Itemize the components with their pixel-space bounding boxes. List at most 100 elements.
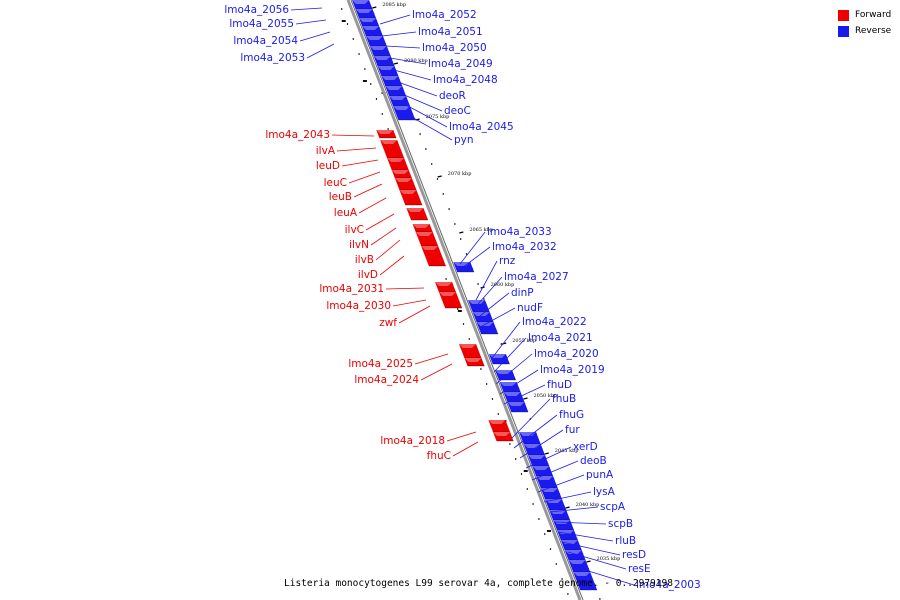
guide-dot <box>477 283 479 285</box>
minor-tick <box>546 530 551 532</box>
reverse-gene <box>553 520 574 531</box>
gene-label: fhuC <box>427 450 451 462</box>
reverse-gene <box>495 370 516 381</box>
label-leader <box>336 147 377 152</box>
tick-label: 2060 kbp <box>491 282 515 288</box>
minor-tick <box>457 310 462 312</box>
reverse-gene <box>499 382 521 393</box>
reverse-gene-body <box>568 560 591 572</box>
gene-label: lmo4a_2019 <box>540 364 605 376</box>
forward-gene-highlight <box>387 158 405 162</box>
tick-label: 2040 kbp <box>576 502 600 508</box>
label-leader <box>531 460 579 481</box>
label-leader <box>295 19 327 25</box>
tick-mark <box>393 62 399 65</box>
reverse-gene-highlight <box>362 26 380 30</box>
tick-label: 2080 kbp <box>404 58 428 64</box>
genome-backbone-shadow <box>350 0 584 600</box>
minor-tick <box>341 20 346 22</box>
guide-dot <box>480 368 482 370</box>
legend-label-forward: Forward <box>855 10 892 20</box>
forward-gene <box>421 246 446 267</box>
tick-label: 2050 kbp <box>534 393 558 399</box>
gene-label: leuA <box>334 207 358 219</box>
label-leader <box>491 321 521 359</box>
reverse-gene <box>392 106 416 121</box>
forward-gene-highlight <box>376 130 394 134</box>
forward-gene-body <box>421 246 446 266</box>
label-leader <box>385 287 425 290</box>
forward-gene <box>488 420 511 433</box>
gene-label: punA <box>586 469 614 481</box>
forward-gene-highlight <box>391 170 409 174</box>
gene-label: ilvN <box>349 239 369 251</box>
reverse-gene-body <box>377 66 399 76</box>
tick-mark <box>523 397 528 400</box>
label-leader <box>348 171 381 184</box>
forward-gene-body <box>459 344 482 358</box>
tick-label: 2070 kbp <box>448 171 472 177</box>
reverse-gene-highlight <box>392 106 410 110</box>
forward-gene <box>406 208 429 221</box>
gene-label: lmo4a_2045 <box>449 121 514 133</box>
reverse-gene-body <box>536 476 558 488</box>
reverse-gene <box>362 26 383 37</box>
gene-label: lmo4a_2020 <box>534 348 599 360</box>
gene-label: lmo4a_2048 <box>433 74 498 86</box>
gene-label: zwf <box>379 317 397 329</box>
guide-dot <box>561 578 563 580</box>
forward-gene-highlight <box>438 292 456 296</box>
label-leader <box>392 299 427 307</box>
label-leader <box>379 255 405 276</box>
forward-gene-body <box>387 158 409 170</box>
guide-dot <box>468 338 470 340</box>
legend-item-forward: Forward <box>838 8 891 22</box>
legend-swatch-reverse <box>838 25 849 37</box>
guide-dot <box>445 278 447 280</box>
reverse-gene-body <box>358 18 380 26</box>
guide-dot <box>370 83 372 85</box>
reverse-gene <box>377 66 399 77</box>
reverse-gene-body <box>352 0 373 9</box>
gene-label: nudF <box>517 302 543 314</box>
gene-label: fhuB <box>552 393 576 405</box>
forward-gene-highlight <box>464 358 482 362</box>
reverse-gene <box>573 572 598 591</box>
gene-label: scpA <box>600 501 626 513</box>
label-leader <box>495 353 533 385</box>
label-leader <box>553 521 607 525</box>
guide-dot <box>358 53 360 55</box>
reverse-gene-body <box>544 499 567 510</box>
label-leader <box>519 429 564 459</box>
label-leader <box>557 531 614 542</box>
gene-label: lmo4a_2049 <box>428 58 493 70</box>
forward-gene <box>399 190 423 206</box>
forward-gene-body <box>406 208 429 220</box>
forward-gene <box>493 432 514 442</box>
label-leader <box>477 276 503 305</box>
genome-caption: Listeria monocytogenes L99 serovar 4a, c… <box>284 578 673 589</box>
label-leader <box>331 134 375 137</box>
legend-item-reverse: Reverse <box>838 24 891 38</box>
guide-dot <box>425 148 427 150</box>
label-leader <box>459 231 486 265</box>
label-leader <box>341 159 379 167</box>
guide-dot <box>549 548 552 550</box>
forward-gene-body <box>438 292 463 308</box>
gene-label: lmo4a_2003 <box>636 579 701 591</box>
guide-dot <box>555 563 557 565</box>
reverse-gene <box>560 540 582 551</box>
label-leader <box>306 43 335 59</box>
guide-dot <box>538 518 540 520</box>
guide-dot <box>497 413 499 415</box>
reverse-gene-highlight <box>373 56 391 60</box>
reverse-gene-highlight <box>358 18 376 22</box>
guide-dot <box>436 178 439 180</box>
forward-gene-highlight <box>421 246 439 250</box>
reverse-gene-highlight <box>365 36 383 40</box>
forward-gene-highlight <box>406 208 424 212</box>
forward-gene-highlight <box>394 178 412 182</box>
tick-label: 2075 kbp <box>426 114 450 120</box>
gene-label: lmo4a_2033 <box>487 226 552 238</box>
